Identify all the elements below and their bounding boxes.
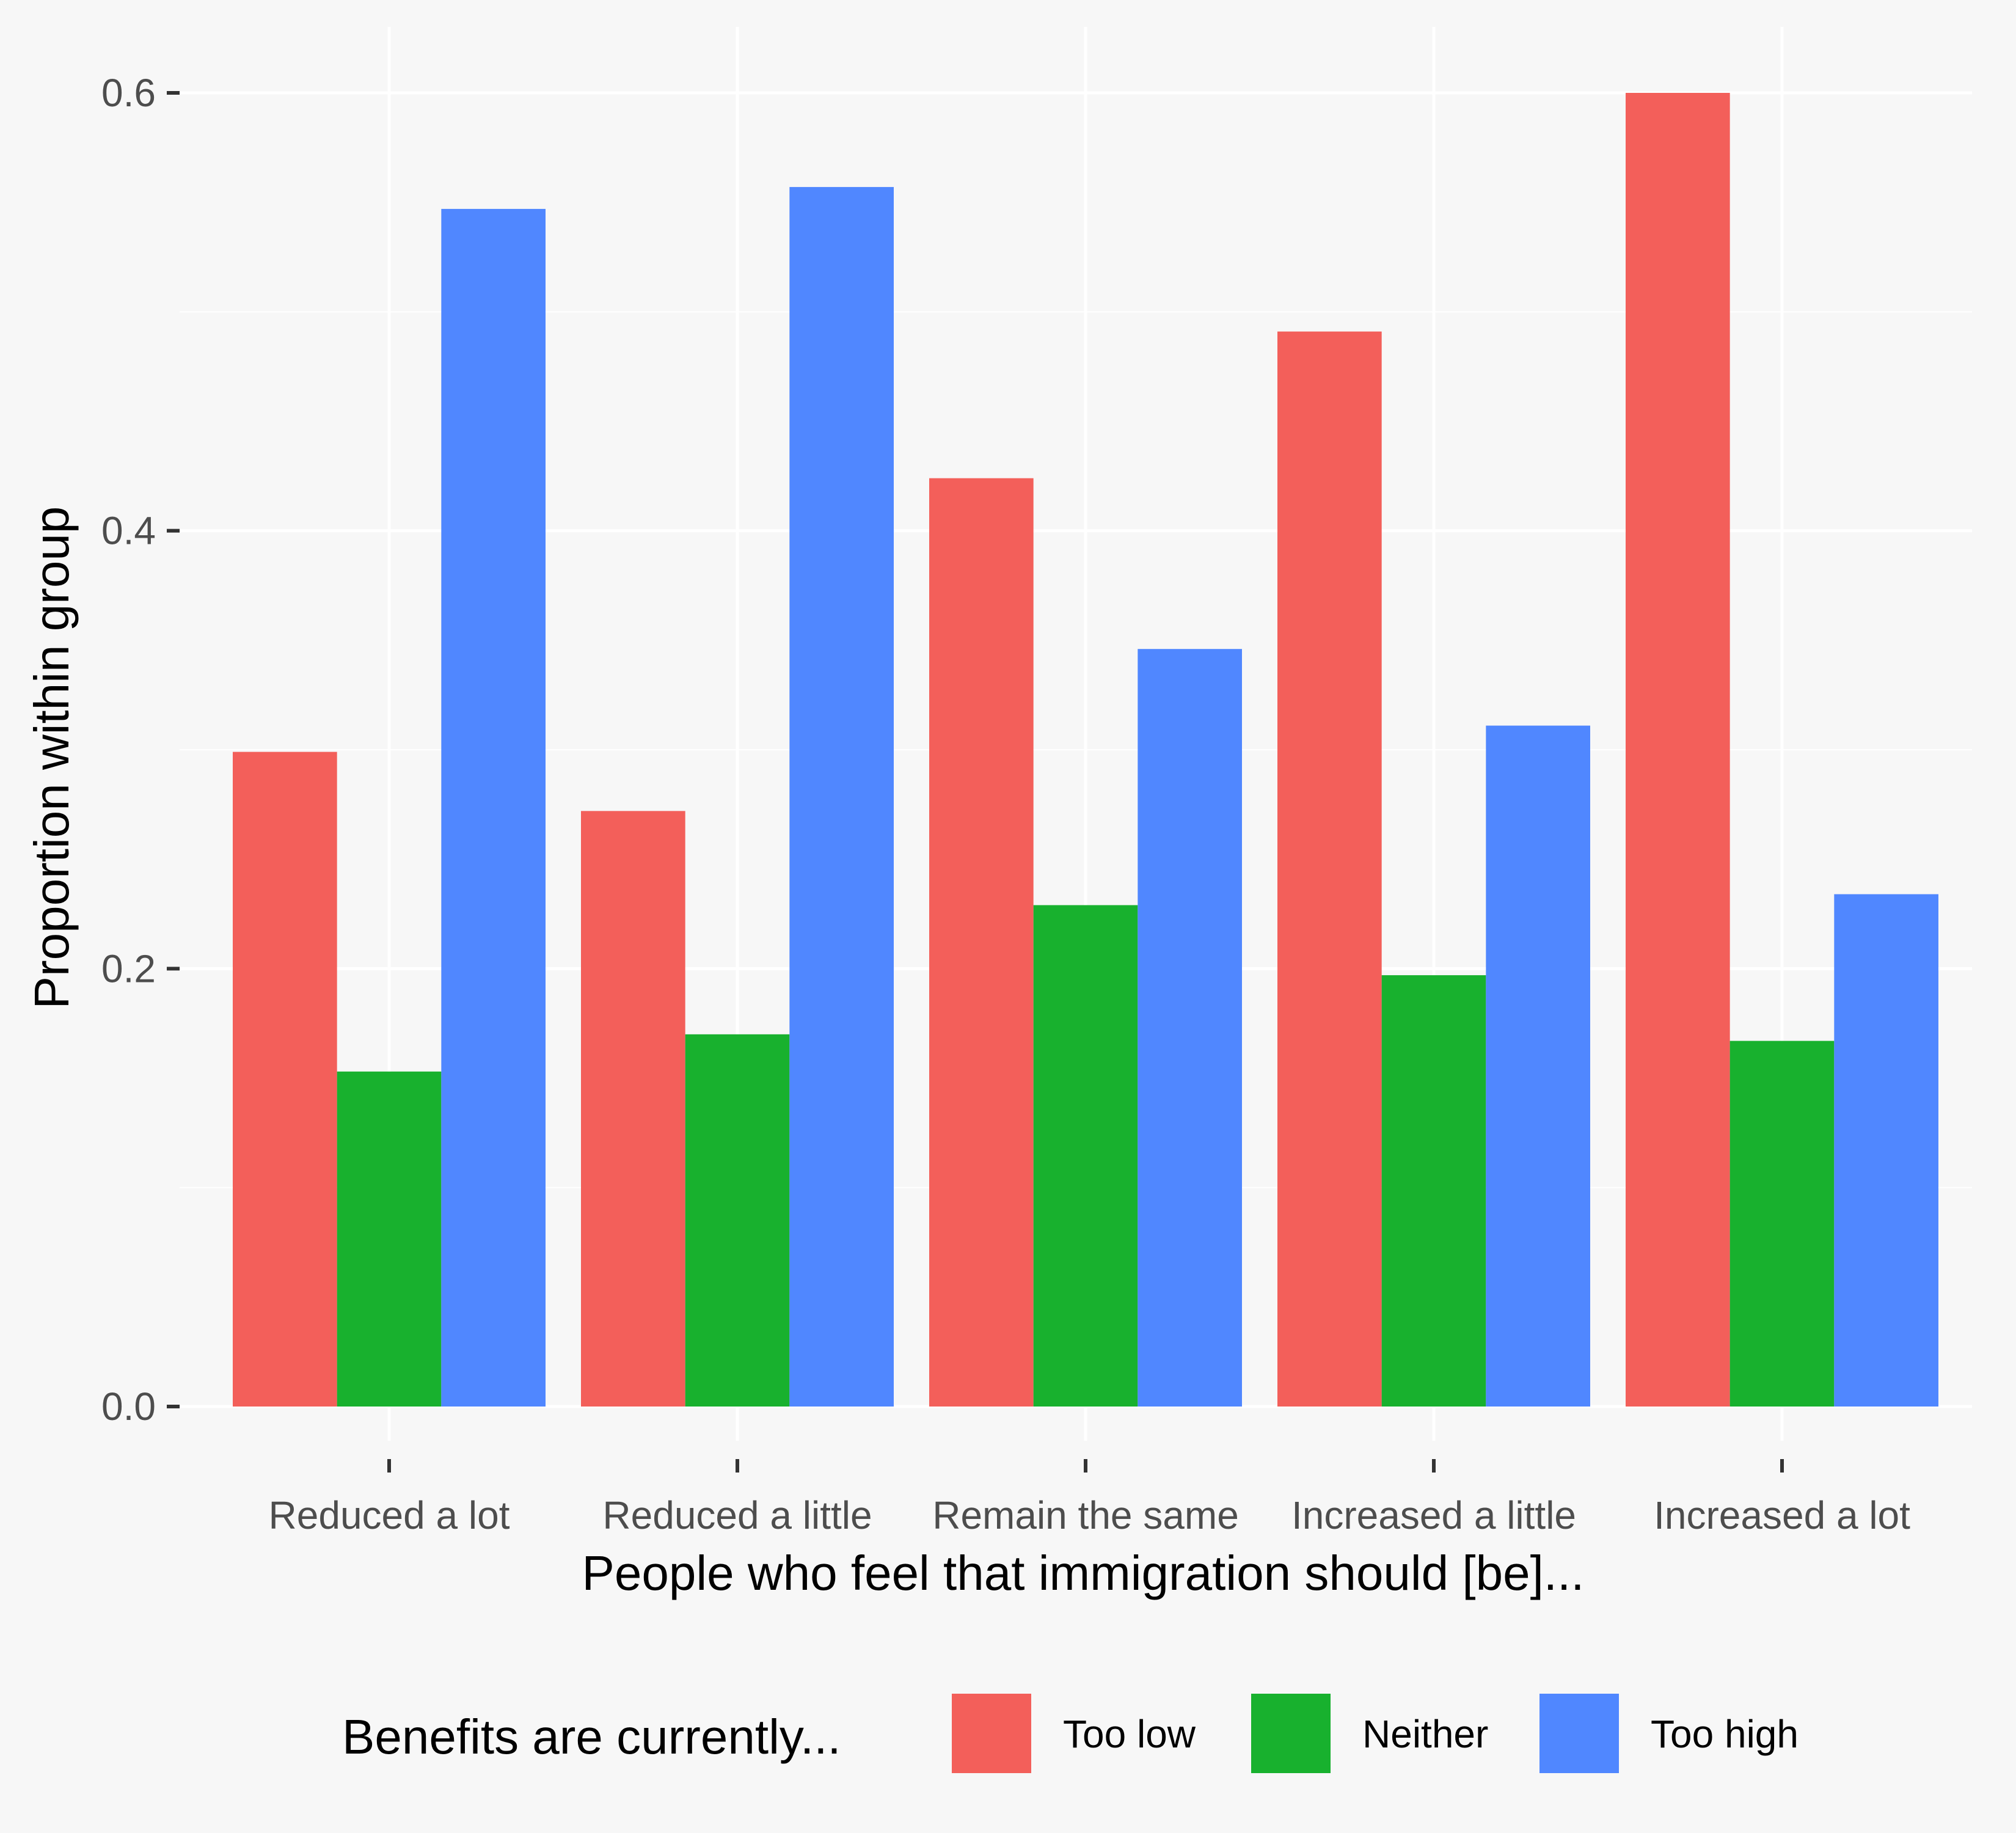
- x-axis-title: People who feel that immigration should …: [582, 1546, 1585, 1600]
- bar: [1138, 649, 1242, 1407]
- bar: [789, 187, 894, 1407]
- x-tick-label: Increased a lot: [1654, 1493, 1910, 1537]
- x-tick-label: Remain the same: [932, 1493, 1239, 1537]
- bar: [1381, 975, 1486, 1407]
- legend-label: Neither: [1362, 1712, 1488, 1756]
- legend-key: [1539, 1694, 1619, 1773]
- bar: [1729, 1041, 1835, 1407]
- axis-layer: 0.0 0.2 0.4 0.6 Reduced a lot Reduced a littl…: [101, 71, 1910, 1537]
- x-tick-label: Reduced a little: [602, 1493, 872, 1537]
- bar: [929, 478, 1034, 1407]
- bar: [441, 208, 546, 1407]
- legend-key: [1251, 1694, 1331, 1773]
- y-axis-title: Proportion within group: [24, 507, 79, 1009]
- legend-title: Benefits are currently...: [342, 1710, 841, 1764]
- legend-items: Too low Neither Too high: [952, 1694, 1799, 1773]
- bar: [581, 811, 685, 1407]
- bar: [337, 1071, 442, 1407]
- legend-key: [952, 1694, 1031, 1773]
- bar: [233, 752, 337, 1407]
- bars-layer: [233, 93, 1938, 1407]
- x-tick-label: Increased a little: [1291, 1493, 1576, 1537]
- bar: [1486, 725, 1590, 1407]
- y-tick-label: 0.6: [101, 71, 156, 115]
- y-tick-label: 0.0: [101, 1385, 156, 1429]
- y-tick-label: 0.2: [101, 946, 156, 990]
- legend-label: Too high: [1651, 1712, 1799, 1756]
- legend-label: Too low: [1063, 1712, 1196, 1756]
- legend: Benefits are currently... Too low Neither…: [342, 1694, 1799, 1773]
- bar: [1626, 93, 1730, 1407]
- bar: [1277, 331, 1382, 1407]
- bar: [1834, 894, 1938, 1407]
- bar: [1033, 905, 1138, 1407]
- y-tick-label: 0.4: [101, 509, 156, 553]
- x-tick-label: Reduced a lot: [269, 1493, 510, 1537]
- bar: [685, 1034, 790, 1407]
